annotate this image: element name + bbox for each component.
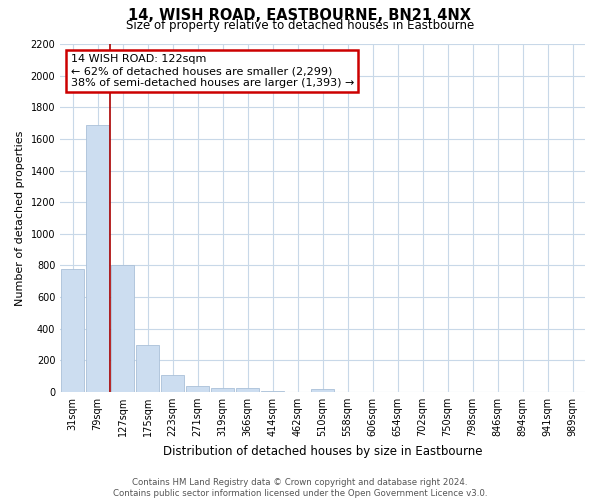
Bar (61, 268, 84, 392)
Bar (112, 266, 134, 392)
Bar (86, 124, 109, 392)
Bar (236, 388, 259, 392)
Bar (311, 389, 334, 392)
Text: 14, WISH ROAD, EASTBOURNE, BN21 4NX: 14, WISH ROAD, EASTBOURNE, BN21 4NX (128, 8, 472, 22)
Bar (187, 386, 209, 392)
Bar (161, 374, 184, 392)
Text: 14 WISH ROAD: 122sqm
← 62% of detached houses are smaller (2,299)
38% of semi-de: 14 WISH ROAD: 122sqm ← 62% of detached h… (71, 54, 354, 88)
X-axis label: Distribution of detached houses by size in Eastbourne: Distribution of detached houses by size … (163, 444, 482, 458)
Bar (262, 391, 284, 392)
Text: Contains HM Land Registry data © Crown copyright and database right 2024.
Contai: Contains HM Land Registry data © Crown c… (113, 478, 487, 498)
Y-axis label: Number of detached properties: Number of detached properties (15, 130, 25, 306)
Text: Size of property relative to detached houses in Eastbourne: Size of property relative to detached ho… (126, 18, 474, 32)
Bar (211, 388, 234, 392)
Bar (136, 346, 159, 392)
